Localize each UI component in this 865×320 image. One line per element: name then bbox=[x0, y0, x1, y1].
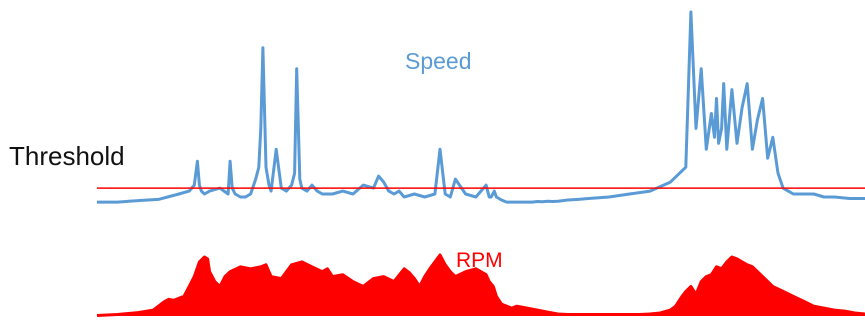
threshold-label: Threshold bbox=[9, 141, 125, 171]
rpm-series-label: RPM bbox=[456, 249, 503, 272]
speed-series-line bbox=[97, 10, 865, 204]
speed-series-label: Speed bbox=[405, 48, 472, 74]
rpm-series-line bbox=[96, 253, 865, 317]
